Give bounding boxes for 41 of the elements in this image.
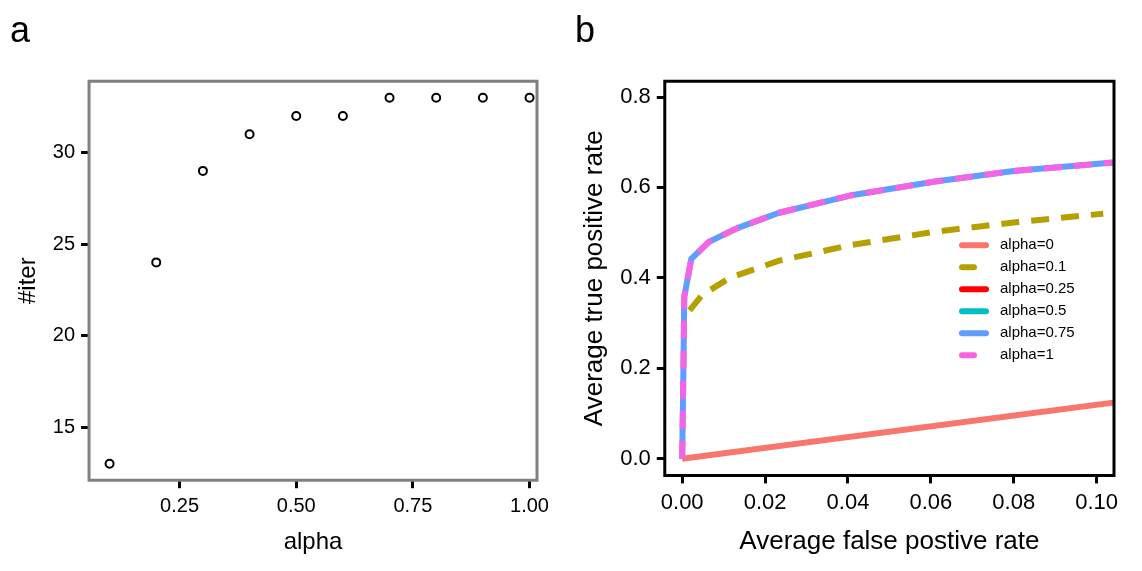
y-tick-label: 15 [52,414,76,437]
point [524,92,535,103]
x-tick-label: 0.04 [826,488,870,514]
legend-label: alpha=0.25 [1000,279,1075,297]
point [244,129,255,140]
point [431,92,442,103]
x-tick-label: 0.50 [276,493,316,516]
chart-title: a [10,8,31,50]
point [477,92,488,103]
point [151,257,162,268]
y-axis-title: #iter [13,257,41,305]
y-tick-label: 20 [52,323,76,346]
point [197,165,208,176]
y-tick-label: 0.2 [620,354,651,380]
x-tick-label: 1.00 [510,493,549,516]
x-tick-label: 0.25 [160,493,200,516]
y-tick-label: 0.8 [620,83,651,109]
chart-title: b [575,8,596,50]
legend-label: alpha=0.5 [1000,301,1067,319]
y-tick-label: 0.4 [620,263,651,289]
x-tick-label: 0.06 [909,488,953,514]
legend-label: alpha=0 [1000,235,1054,253]
legend-label: alpha=0.1 [1000,257,1067,275]
x-tick-label: 0.10 [1075,488,1119,514]
legend-label: alpha=0.75 [1000,323,1075,341]
x-axis-title: alpha [283,527,344,555]
x-tick-label: 0.75 [393,493,433,516]
y-tick-label: 0.6 [620,173,651,199]
legend-label: alpha=1 [1000,345,1054,363]
x-axis-title: Average false postive rate [739,524,1040,555]
point [291,110,302,121]
point [337,110,348,121]
y-tick-label: 30 [52,140,76,163]
x-tick-label: 0.00 [660,488,704,514]
point [104,458,115,469]
point [384,92,395,103]
y-tick-label: 25 [52,231,76,254]
x-tick-label: 0.02 [743,488,787,514]
y-axis-title: Average true positive rate [577,130,608,427]
y-tick-label: 0.0 [620,444,651,470]
x-tick-label: 0.08 [992,488,1036,514]
